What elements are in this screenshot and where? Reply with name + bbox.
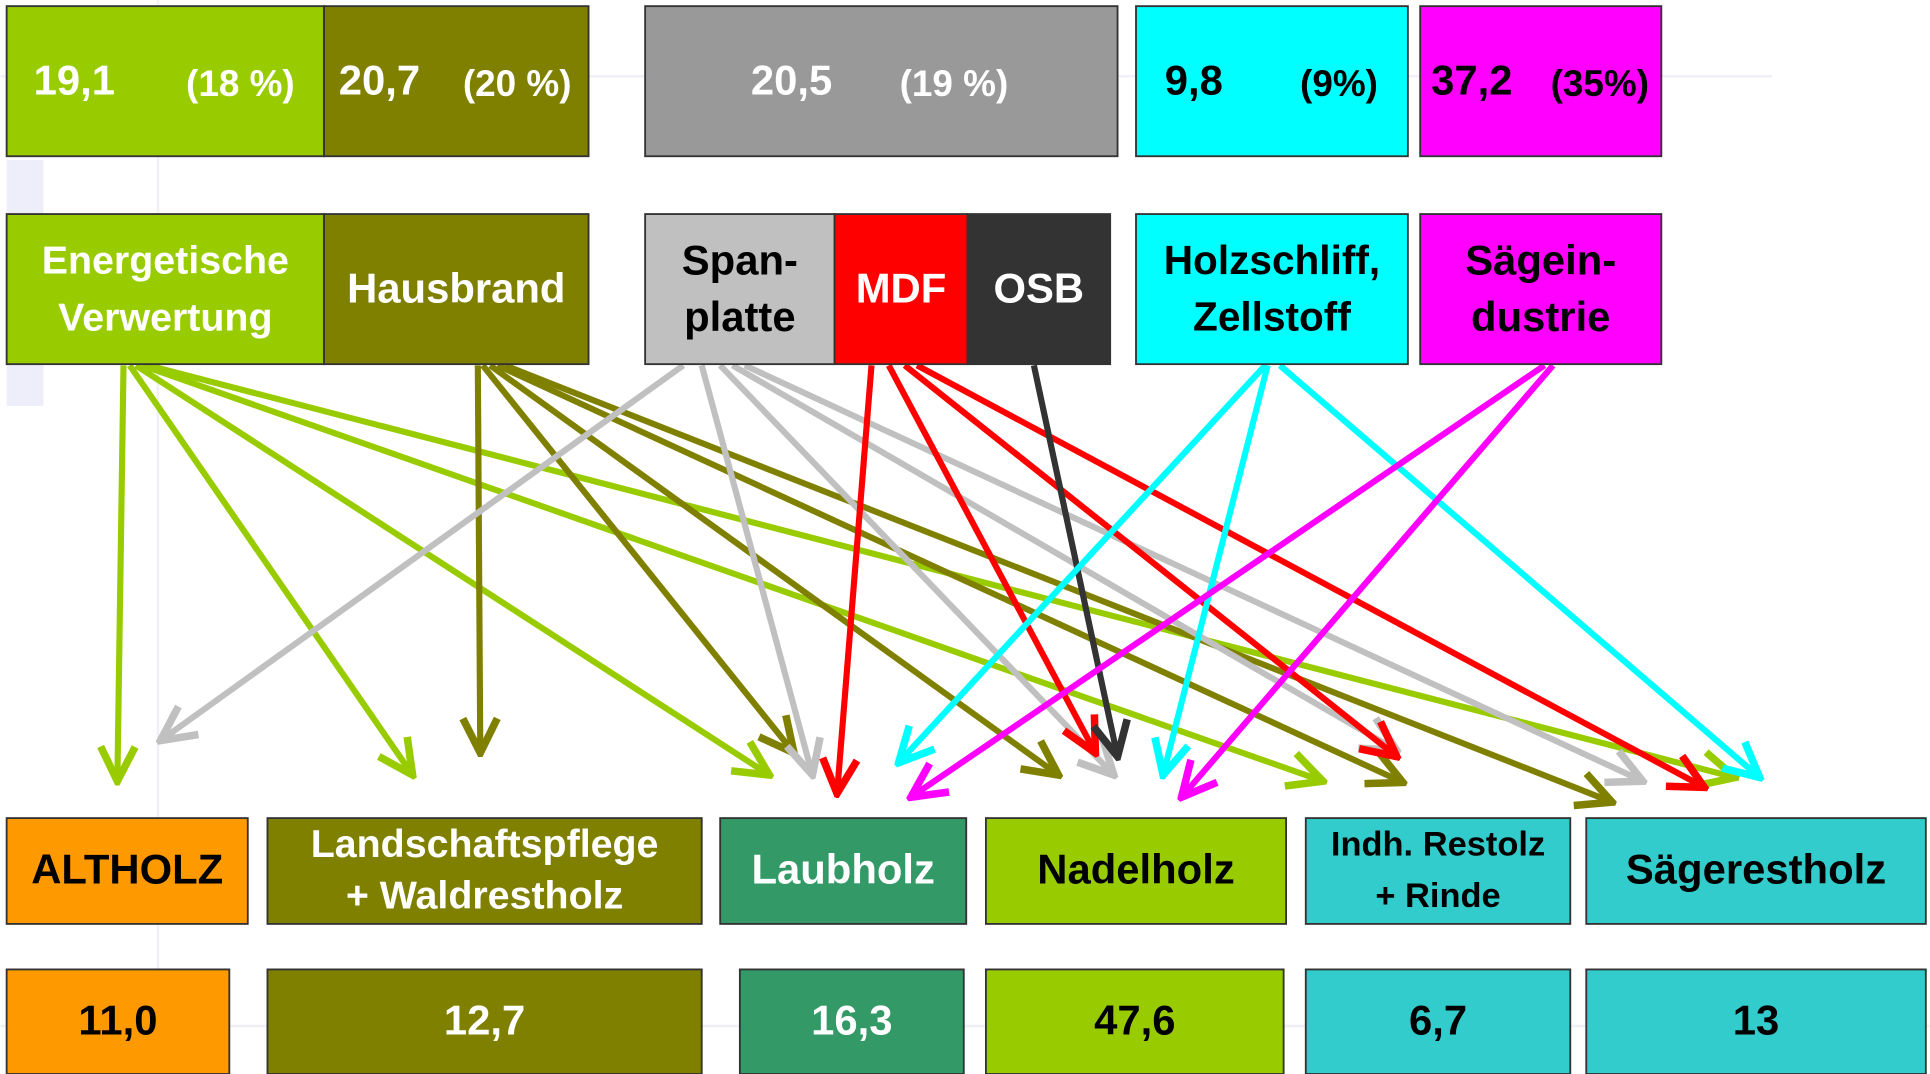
share-box xyxy=(1135,5,1409,158)
arrow xyxy=(911,362,1547,797)
source-value: 16,3 xyxy=(811,997,892,1044)
source-value: 11,0 xyxy=(78,997,157,1044)
arrow xyxy=(698,364,813,775)
arrow xyxy=(503,362,1612,802)
value-box xyxy=(1585,968,1927,1074)
consumer-label: Verwertung xyxy=(58,295,272,339)
amount: 9,8 xyxy=(1165,57,1223,104)
share: (20 %) xyxy=(463,63,572,104)
amount: 37,2 xyxy=(1431,57,1512,104)
source-box xyxy=(266,817,703,925)
source-label: Nadelholz xyxy=(1037,845,1234,892)
arrows xyxy=(117,362,1760,802)
value-box xyxy=(266,968,703,1074)
consumer-label: Hausbrand xyxy=(347,265,565,312)
value-box xyxy=(5,968,231,1074)
share-box xyxy=(644,5,1119,158)
arrow xyxy=(134,362,770,775)
arrow xyxy=(140,362,1323,781)
consumer-box xyxy=(966,213,1112,366)
source-box xyxy=(984,817,1288,925)
source-value: 47,6 xyxy=(1094,997,1175,1044)
amount: 20,5 xyxy=(751,57,832,104)
consumer-box xyxy=(644,213,836,366)
consumer-label: Energetische xyxy=(42,239,289,283)
arrow xyxy=(480,363,794,753)
arrow xyxy=(488,362,1058,775)
share-box xyxy=(5,5,325,158)
arrow xyxy=(730,362,1396,750)
consumer-label: Sägein- xyxy=(1465,236,1616,283)
arrow xyxy=(478,365,480,753)
consumer-label: platte xyxy=(684,293,796,340)
consumer-box xyxy=(833,213,969,366)
arrow xyxy=(743,362,1643,781)
arrow xyxy=(1163,364,1271,775)
source-label: Indh. Restolz xyxy=(1331,825,1545,863)
consumer-label: Holzschliff, xyxy=(1164,237,1380,283)
consumer-box xyxy=(323,213,590,366)
value-box xyxy=(1304,968,1572,1074)
source-value: 12,7 xyxy=(444,997,525,1044)
arrow xyxy=(899,363,1268,762)
arrow xyxy=(117,365,123,781)
amount: 20,7 xyxy=(339,57,420,104)
source-label: Sägerestholz xyxy=(1626,845,1886,892)
source-box xyxy=(719,817,968,925)
share: (19 %) xyxy=(900,63,1009,104)
share-box xyxy=(1419,5,1663,158)
arrow xyxy=(902,362,1397,756)
consumer-label: Span- xyxy=(682,236,798,283)
source-label: + Rinde xyxy=(1375,877,1500,915)
source-box xyxy=(5,817,249,925)
arrow xyxy=(1277,363,1760,777)
source-label: + Waldrestholz xyxy=(346,873,623,917)
consumer-box xyxy=(1135,213,1409,366)
consumer-label: Zellstoff xyxy=(1193,294,1351,340)
source-box xyxy=(1304,817,1572,925)
source-label: Landschaftspflege xyxy=(311,822,659,866)
consumer-label: MDF xyxy=(856,265,947,312)
share: (18 %) xyxy=(186,63,295,104)
arrow xyxy=(1182,363,1556,797)
arrow xyxy=(837,365,875,793)
arrow xyxy=(160,362,686,740)
source-value: 13 xyxy=(1733,997,1780,1044)
arrow xyxy=(496,362,1403,782)
source-label: Laubholz xyxy=(751,845,934,892)
share-box xyxy=(323,5,590,158)
value-box xyxy=(738,968,965,1074)
value-box xyxy=(984,968,1285,1074)
consumer-label: dustrie xyxy=(1471,293,1610,340)
share: (9%) xyxy=(1300,63,1378,104)
arrow xyxy=(127,363,413,775)
consumer-label: OSB xyxy=(994,265,1085,312)
consumer-box xyxy=(5,213,325,366)
amount: 19,1 xyxy=(34,57,115,104)
source-box xyxy=(1585,817,1927,925)
share: (35%) xyxy=(1551,63,1649,104)
source-value: 6,7 xyxy=(1409,997,1467,1044)
boxes: 19,1 (18 %) 20,7 (20 %) 20,5 (19 %) 9,8 (9%) 37,… xyxy=(5,5,1927,1074)
consumer-box xyxy=(1419,213,1663,366)
arrow xyxy=(886,363,1096,753)
source-label: ALTHOLZ xyxy=(31,845,223,892)
arrow xyxy=(1030,364,1118,756)
